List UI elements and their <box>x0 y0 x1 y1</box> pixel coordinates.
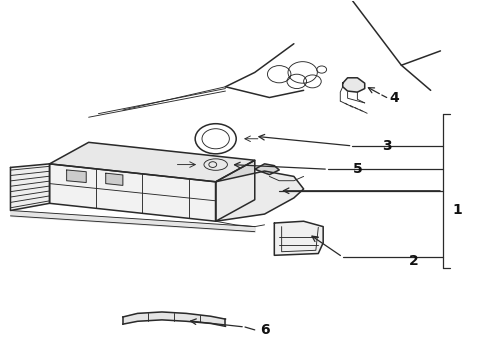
Polygon shape <box>49 142 255 182</box>
Polygon shape <box>106 173 123 185</box>
Polygon shape <box>67 170 86 183</box>
Text: 3: 3 <box>382 139 392 153</box>
Polygon shape <box>255 164 279 175</box>
Polygon shape <box>274 221 323 255</box>
Text: 2: 2 <box>409 254 418 268</box>
Polygon shape <box>216 171 304 221</box>
Text: 1: 1 <box>453 203 463 217</box>
Polygon shape <box>49 164 216 221</box>
Text: 6: 6 <box>260 323 270 337</box>
Text: 5: 5 <box>352 162 362 176</box>
Polygon shape <box>123 312 225 326</box>
Polygon shape <box>343 78 365 92</box>
Polygon shape <box>216 160 255 221</box>
Polygon shape <box>10 164 49 211</box>
Text: 4: 4 <box>389 90 399 104</box>
